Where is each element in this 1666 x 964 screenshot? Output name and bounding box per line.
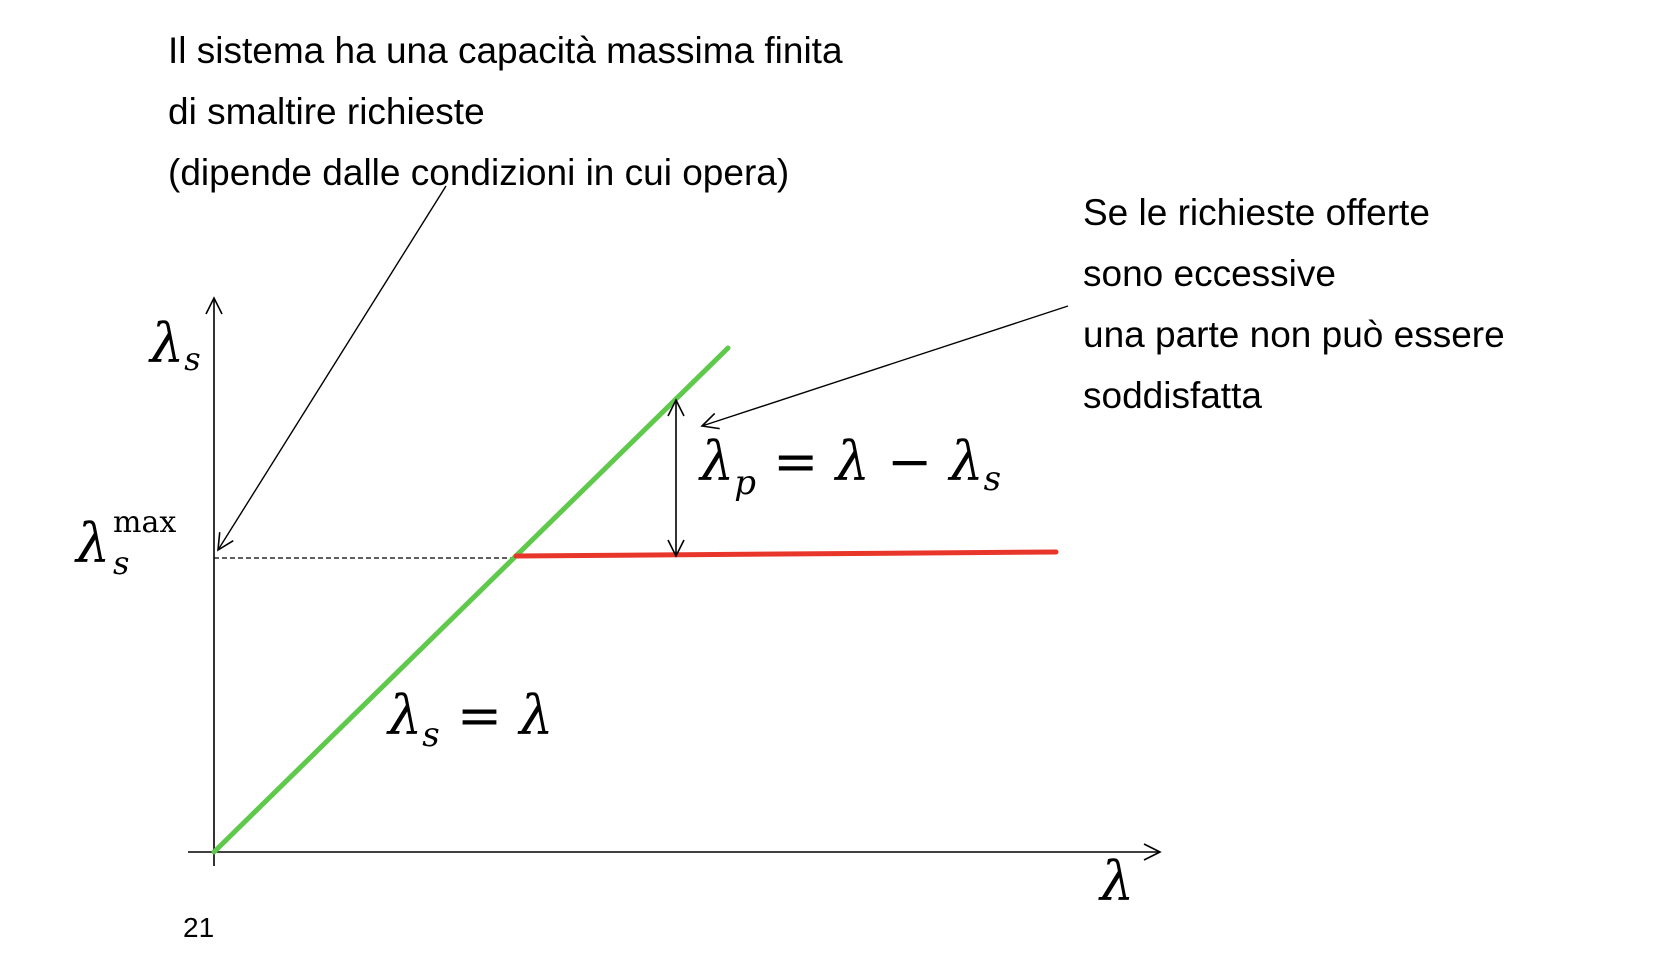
served-formula-lhs: λ: [386, 684, 422, 747]
excess-requests-note: Se le richieste offerte sono eccessive u…: [1083, 182, 1505, 426]
x-axis-label: λ: [1098, 850, 1134, 913]
served-throughput-line: [211, 345, 731, 855]
capacity-note-line: Il sistema ha una capacità massima finit…: [168, 30, 843, 71]
page-number: 21: [183, 912, 215, 943]
lost-formula-rhs-sub: s: [984, 459, 1001, 499]
y-axis-label-subscript: s: [184, 340, 200, 378]
saturation-line: [513, 549, 1059, 559]
capacity-max-label-symbol: λ: [74, 512, 110, 575]
lost-formula-rhs: = λ − λ: [756, 430, 984, 493]
lost-formula-lhs: λ: [698, 430, 734, 493]
served-formula-lhs-sub: s: [422, 715, 439, 755]
excess-note-line: Se le richieste offerte: [1083, 192, 1430, 233]
served-traffic-formula: λs = λ: [386, 684, 554, 755]
y-axis-label: λs: [148, 312, 201, 378]
capacity-max-label: λ: [74, 512, 110, 575]
excess-note-line: sono eccessive: [1083, 253, 1336, 294]
lost-traffic-formula: λp = λ − λs: [698, 430, 1001, 503]
capacity-note: Il sistema ha una capacità massima finit…: [168, 20, 843, 203]
capacity-note-line: di smaltire richieste: [168, 91, 485, 132]
served-formula-rhs: = λ: [440, 684, 554, 747]
capacity-pointer-arrow: [217, 185, 447, 552]
y-axis-label-symbol: λ: [148, 312, 184, 375]
excess-note-line: una parte non può essere: [1083, 314, 1505, 355]
capacity-max-superscript: max: [113, 505, 176, 540]
excess-note-line: soddisfatta: [1083, 375, 1262, 416]
capacity-max-subscript: s: [113, 544, 129, 582]
lost-formula-lhs-sub: p: [734, 463, 756, 503]
capacity-note-line: (dipende dalle condizioni in cui opera): [168, 152, 790, 193]
excess-pointer-arrow: [700, 305, 1069, 430]
